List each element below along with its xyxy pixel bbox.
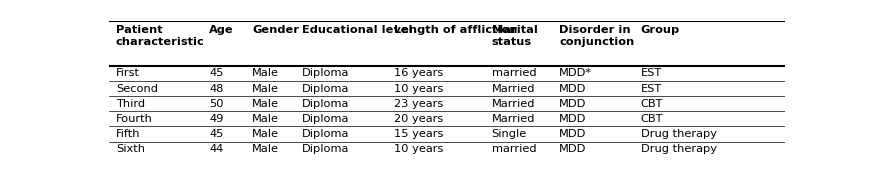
Text: Marital
status: Marital status [492, 25, 537, 47]
Text: MDD: MDD [559, 144, 587, 154]
Text: Single: Single [492, 129, 527, 139]
Text: MDD: MDD [559, 114, 587, 124]
Text: Third: Third [116, 99, 145, 109]
Text: CBT: CBT [641, 99, 664, 109]
Text: 45: 45 [209, 68, 223, 78]
Text: Drug therapy: Drug therapy [641, 129, 717, 139]
Text: 50: 50 [209, 99, 223, 109]
Text: Diploma: Diploma [302, 144, 349, 154]
Text: EST: EST [641, 84, 662, 93]
Text: Married: Married [492, 84, 535, 93]
Text: 23 years: 23 years [394, 99, 444, 109]
Text: Group: Group [641, 25, 680, 35]
Text: Male: Male [252, 84, 279, 93]
Text: Male: Male [252, 114, 279, 124]
Text: Male: Male [252, 99, 279, 109]
Text: 49: 49 [209, 114, 223, 124]
Text: Fourth: Fourth [116, 114, 153, 124]
Text: married: married [492, 144, 536, 154]
Text: 10 years: 10 years [394, 84, 444, 93]
Text: Diploma: Diploma [302, 129, 349, 139]
Text: Second: Second [116, 84, 158, 93]
Text: Diploma: Diploma [302, 114, 349, 124]
Text: Male: Male [252, 129, 279, 139]
Text: 48: 48 [209, 84, 223, 93]
Text: Drug therapy: Drug therapy [641, 144, 717, 154]
Text: Patient
characteristic: Patient characteristic [116, 25, 205, 47]
Text: Gender: Gender [252, 25, 299, 35]
Text: CBT: CBT [641, 114, 664, 124]
Text: 16 years: 16 years [394, 68, 444, 78]
Text: Length of affliction: Length of affliction [394, 25, 518, 35]
Text: 20 years: 20 years [394, 114, 444, 124]
Text: MDD: MDD [559, 84, 587, 93]
Text: 44: 44 [209, 144, 223, 154]
Text: Male: Male [252, 144, 279, 154]
Text: First: First [116, 68, 140, 78]
Text: Sixth: Sixth [116, 144, 145, 154]
Text: Married: Married [492, 114, 535, 124]
Text: Disorder in
conjunction: Disorder in conjunction [559, 25, 634, 47]
Text: 10 years: 10 years [394, 144, 444, 154]
Text: MDD: MDD [559, 129, 587, 139]
Text: married: married [492, 68, 536, 78]
Text: Diploma: Diploma [302, 99, 349, 109]
Text: Married: Married [492, 99, 535, 109]
Text: Diploma: Diploma [302, 84, 349, 93]
Text: MDD: MDD [559, 99, 587, 109]
Text: EST: EST [641, 68, 662, 78]
Text: Male: Male [252, 68, 279, 78]
Text: Fifth: Fifth [116, 129, 140, 139]
Text: Educational level: Educational level [302, 25, 412, 35]
Text: Age: Age [209, 25, 234, 35]
Text: MDD*: MDD* [559, 68, 592, 78]
Text: 15 years: 15 years [394, 129, 444, 139]
Text: 45: 45 [209, 129, 223, 139]
Text: Diploma: Diploma [302, 68, 349, 78]
